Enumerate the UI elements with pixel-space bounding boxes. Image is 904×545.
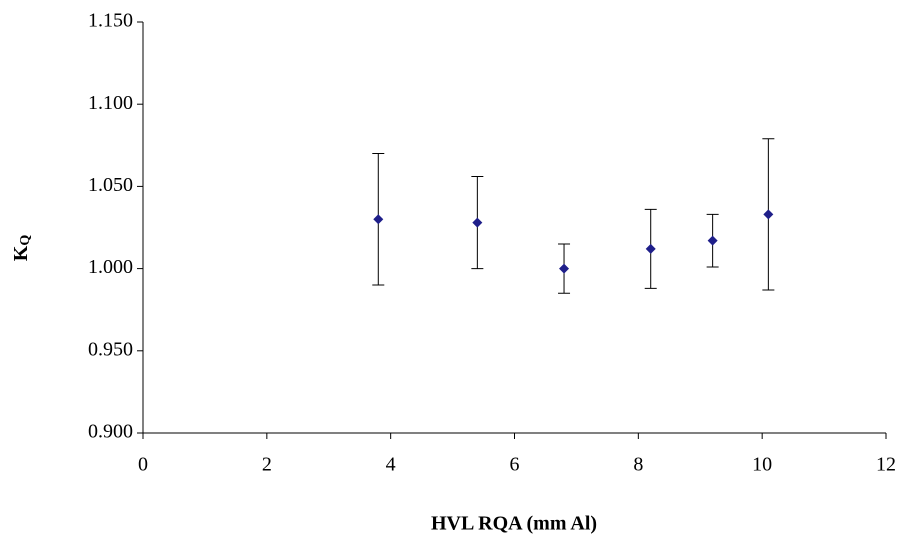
x-tick-label: 6 xyxy=(510,454,520,476)
y-tick-label: 0.900 xyxy=(88,421,133,443)
y-tick-label: 1.050 xyxy=(88,174,133,196)
y-tick-label: 1.150 xyxy=(88,10,133,32)
point xyxy=(472,218,482,228)
page: HVL RQA (mm Al) KQ 0.900 0.950 1.000 1.050 1… xyxy=(0,0,904,545)
y-tick-label: 1.000 xyxy=(88,256,133,278)
x-tick-label: 8 xyxy=(633,454,643,476)
y-tick-label: 1.100 xyxy=(88,92,133,114)
x-tick-label: 10 xyxy=(752,454,772,476)
point xyxy=(708,236,718,246)
x-tick-label: 4 xyxy=(386,454,396,476)
y-label-main: K xyxy=(10,245,32,261)
x-tick-label: 12 xyxy=(876,454,896,476)
point xyxy=(763,209,773,219)
y-tick-label: 0.950 xyxy=(88,338,133,360)
y-label-sub: Q xyxy=(18,235,33,246)
x-tick-label: 2 xyxy=(262,454,272,476)
y-axis-label: KQ xyxy=(10,235,34,262)
point xyxy=(373,214,383,224)
point xyxy=(559,264,569,274)
point xyxy=(646,244,656,254)
x-tick-label: 0 xyxy=(138,454,148,476)
x-axis-label: HVL RQA (mm Al) xyxy=(431,513,597,535)
chart: HVL RQA (mm Al) KQ 0.900 0.950 1.000 1.050 1… xyxy=(0,0,904,545)
